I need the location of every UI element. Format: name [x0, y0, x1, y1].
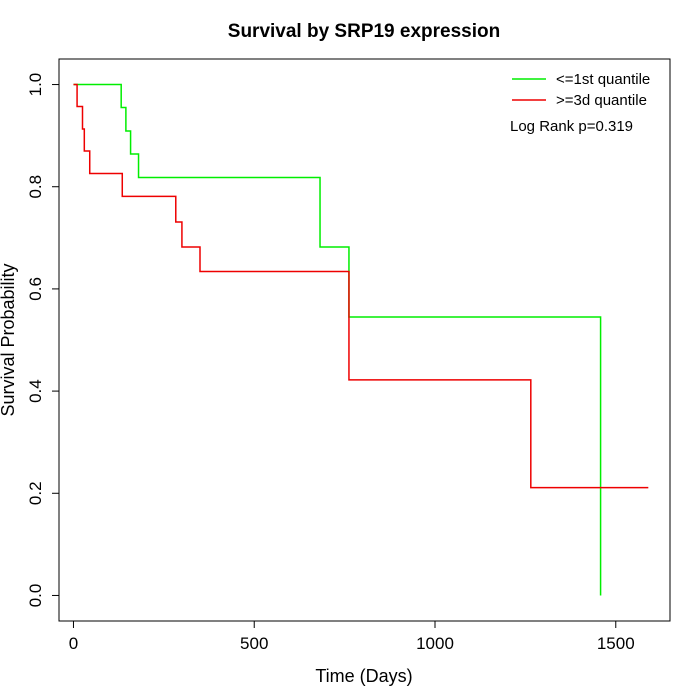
survival-curve-low [73, 83, 602, 596]
log-rank-annotation: Log Rank p=0.319 [510, 118, 633, 135]
x-axis: 0 500 1000 1500 [69, 620, 635, 653]
legend: <=1st quantile >=3d quantile [512, 71, 650, 109]
x-axis-label: Time (Days) [315, 666, 412, 686]
x-tick-label: 1500 [597, 634, 635, 653]
y-tick-label: 0.2 [26, 481, 45, 505]
survival-curve-high [73, 83, 649, 489]
chart-title: Survival by SRP19 expression [228, 21, 500, 42]
y-axis-label: Survival Probability [0, 263, 18, 416]
legend-label-low: <=1st quantile [556, 71, 650, 88]
y-tick-label: 0.6 [26, 277, 45, 301]
plot-frame [58, 58, 671, 622]
series-layer [73, 83, 649, 596]
y-tick-label: 1.0 [26, 73, 45, 97]
y-tick-label: 0.8 [26, 175, 45, 199]
x-tick-label: 500 [240, 634, 268, 653]
x-tick-label: 1000 [416, 634, 454, 653]
y-tick-label: 0.0 [26, 584, 45, 608]
y-axis: 0.0 0.2 0.4 0.6 0.8 1.0 [26, 73, 60, 608]
x-tick-label: 0 [69, 634, 78, 653]
legend-label-high: >=3d quantile [556, 92, 647, 109]
y-tick-label: 0.4 [26, 379, 45, 403]
